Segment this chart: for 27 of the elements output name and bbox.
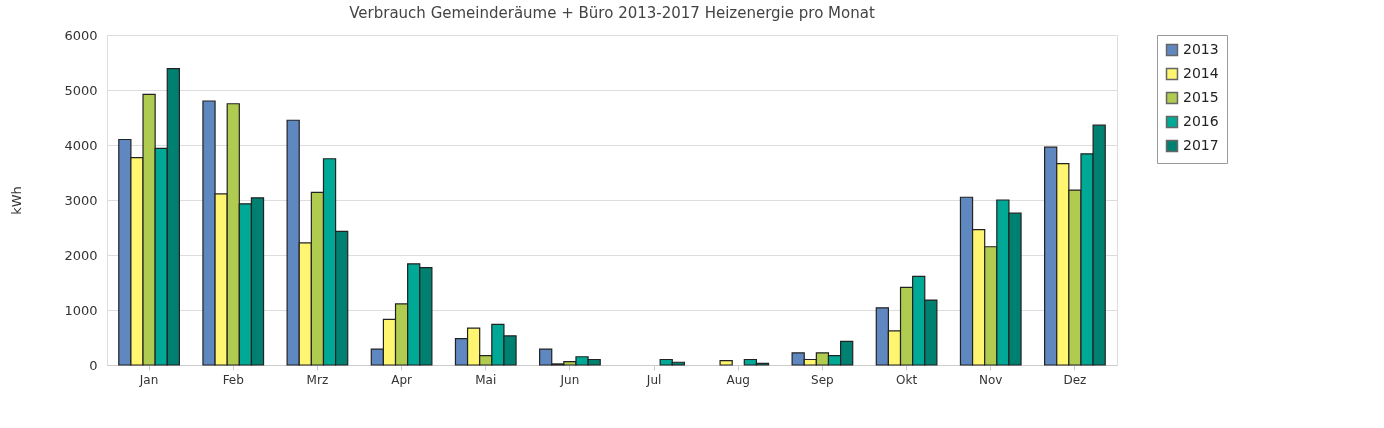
x-tick-label: Nov (979, 372, 1003, 387)
x-tick-label: Jul (645, 372, 662, 387)
y-tick-label: 6000 (64, 27, 98, 43)
x-tick-label: Apr (391, 372, 413, 387)
legend-label: 2015 (1183, 89, 1219, 105)
x-tick-label: Sep (811, 372, 834, 387)
y-tick-label: 4000 (64, 137, 98, 153)
bar (719, 360, 733, 366)
legend-label: 2014 (1183, 65, 1219, 81)
x-tick-label: Mai (475, 372, 497, 387)
x-tick-label: Jan (138, 372, 159, 387)
x-tick-label: Aug (726, 372, 750, 387)
y-tick-label: 3000 (64, 192, 98, 208)
chart-title: Verbrauch Gemeinderäume + Büro 2013-2017 Heizenergie pro Monat (349, 4, 875, 22)
y-tick-label: 1000 (64, 302, 98, 318)
legend-label: 2013 (1183, 41, 1219, 57)
y-axis-title: kWh (9, 186, 25, 215)
x-tick-label: Dez (1063, 372, 1087, 387)
x-tick-label: Mrz (306, 372, 329, 387)
x-tick-label: Jun (559, 372, 580, 387)
x-tick-label: Feb (222, 372, 244, 387)
legend-label: 2016 (1183, 113, 1219, 129)
legend-label: 2017 (1183, 137, 1219, 153)
y-tick-label: 0 (89, 357, 98, 373)
x-tick-label: Okt (896, 372, 918, 387)
y-tick-label: 2000 (64, 247, 98, 263)
y-tick-label: 5000 (64, 82, 98, 98)
